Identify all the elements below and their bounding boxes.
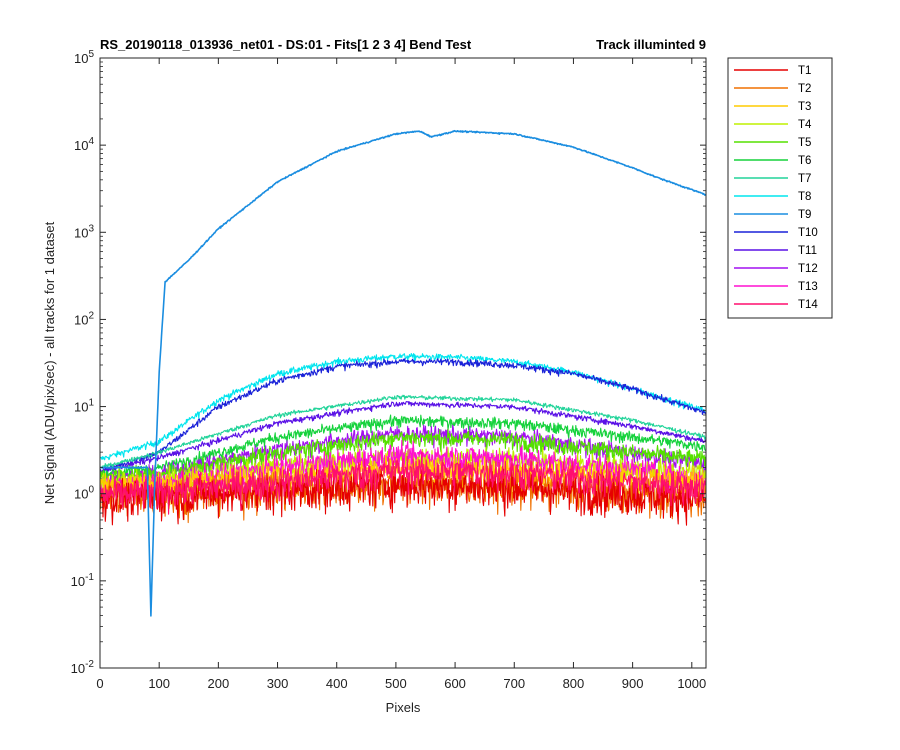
legend-entry-t12: T12 (734, 263, 818, 275)
series-line-t6 (99, 414, 707, 484)
x-tick-label: 600 (444, 676, 466, 691)
plot-area: 0 100 200 300 400 500 600 700 800 900 1000 10-2 10-1… (71, 49, 707, 691)
chart-title-right: Track illuminted 9 (596, 37, 706, 52)
x-axis-label: Pixels (386, 700, 421, 715)
legend: T1 T2 T3 T4 T5 T6 T7 T8 T9 T10 T11 T12 T13 T14 (727, 57, 833, 319)
legend-label: T11 (798, 245, 817, 257)
x-tick-label: 800 (563, 676, 585, 691)
legend-label: T4 (798, 119, 812, 131)
legend-entry-t13: T13 (734, 281, 818, 293)
legend-label: T3 (798, 101, 811, 113)
y-tick-label: 102 (74, 310, 94, 327)
x-tick-label: 1000 (677, 676, 706, 691)
legend-entry-t4: T4 (734, 119, 812, 131)
y-axis-label: Net Signal (ADU/pix/sec) - all tracks fo… (42, 221, 57, 504)
x-tick-label: 300 (267, 676, 289, 691)
y-axis: 10-2 10-1 100 101 102 103 104 105 (71, 49, 706, 676)
legend-label: T12 (798, 263, 818, 275)
legend-label: T1 (798, 65, 811, 77)
chart-title: RS_20190118_013936_net01 - DS:01 - Fits[… (100, 37, 472, 52)
legend-label: T2 (798, 83, 811, 95)
legend-label: T8 (798, 191, 811, 203)
series-line-t7 (99, 394, 707, 469)
legend-entry-t9: T9 (734, 209, 811, 221)
x-tick-label: 400 (326, 676, 348, 691)
legend-label: T10 (798, 227, 818, 239)
series-line-t12 (99, 424, 707, 492)
legend-entry-t1: T1 (734, 65, 811, 77)
legend-entry-t3: T3 (734, 101, 811, 113)
legend-label: T14 (798, 299, 818, 311)
plot-frame (99, 57, 707, 669)
y-tick-label: 100 (74, 485, 94, 502)
x-tick-label: 100 (148, 676, 170, 691)
series-lines (99, 129, 707, 617)
x-tick-label: 200 (208, 676, 230, 691)
series-line-t9 (99, 129, 707, 617)
y-tick-label: 101 (74, 398, 94, 415)
x-axis: 0 100 200 300 400 500 600 700 800 900 1000 (96, 58, 706, 691)
series-line-t14 (99, 451, 707, 515)
series-line-t1 (99, 467, 707, 526)
y-tick-label: 10-1 (71, 572, 95, 589)
legend-box (727, 57, 833, 319)
x-tick-label: 500 (385, 676, 407, 691)
legend-label: T7 (798, 173, 811, 185)
series-line-t10 (99, 358, 707, 475)
legend-label: T6 (798, 155, 811, 167)
y-tick-label: 104 (74, 136, 94, 153)
legend-entry-t10: T10 (734, 227, 818, 239)
legend-entry-t2: T2 (734, 83, 811, 95)
legend-entry-t14: T14 (734, 299, 818, 311)
x-tick-label: 0 (96, 676, 103, 691)
x-tick-label: 700 (503, 676, 525, 691)
legend-entry-t5: T5 (734, 137, 811, 149)
legend-label: T5 (798, 137, 811, 149)
legend-entry-t8: T8 (734, 191, 811, 203)
legend-label: T13 (798, 281, 818, 293)
x-tick-label: 900 (622, 676, 644, 691)
legend-entry-t11: T11 (734, 245, 817, 257)
y-tick-label: 10-2 (71, 659, 95, 676)
legend-entry-t6: T6 (734, 155, 811, 167)
series-line-t11 (99, 401, 707, 476)
legend-label: T9 (798, 209, 811, 221)
y-tick-label: 105 (74, 49, 94, 66)
plot-background (100, 58, 706, 668)
y-tick-label: 103 (74, 223, 94, 240)
series-line-t5 (99, 428, 707, 490)
legend-entry-t7: T7 (734, 173, 811, 185)
